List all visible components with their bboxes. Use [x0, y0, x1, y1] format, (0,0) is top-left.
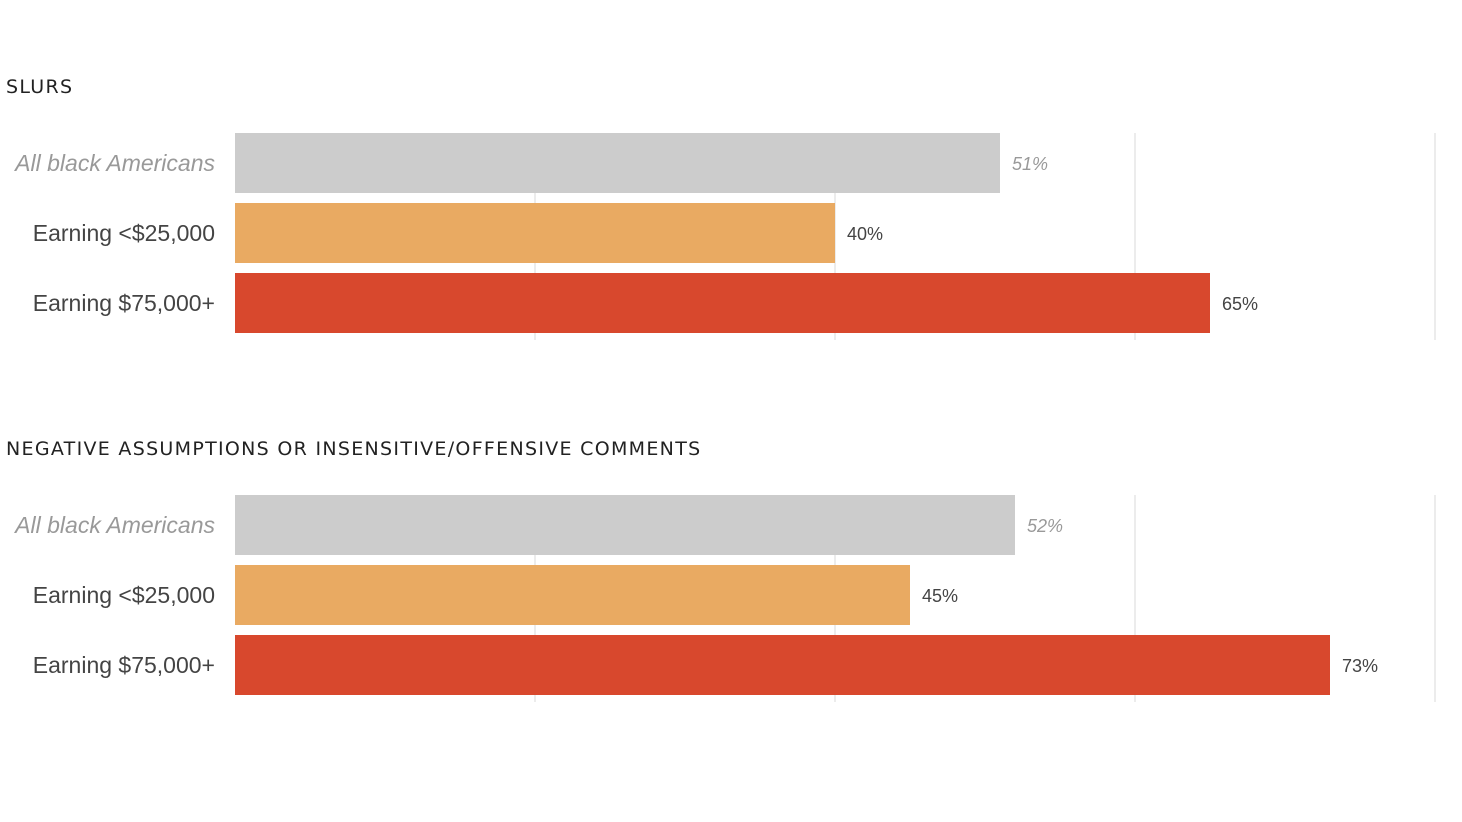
chart-title: NEGATIVE ASSUMPTIONS OR INSENSITIVE/OFFE…	[6, 438, 702, 460]
category-label-earning-under-25000: Earning <$25,000	[33, 220, 215, 246]
bar-all-black-americans	[235, 495, 1015, 555]
chart-panel-negative-assumptions: NEGATIVE ASSUMPTIONS OR INSENSITIVE/OFFE…	[0, 362, 1462, 702]
category-label-earning-under-25000: Earning <$25,000	[33, 582, 215, 608]
category-label-all-black-americans: All black Americans	[13, 512, 215, 538]
bar-all-black-americans	[235, 133, 1000, 193]
value-label-earning-75000-plus: 65%	[1222, 294, 1258, 314]
chart-panel-slurs: SLURS All black Americans 51% Earning <$25…	[0, 0, 1462, 340]
bar-earning-75000-plus	[235, 635, 1330, 695]
value-label-earning-under-25000: 45%	[922, 586, 958, 606]
bar-earning-under-25000	[235, 203, 835, 263]
category-label-all-black-americans: All black Americans	[13, 150, 215, 176]
bar-chart-slurs: All black Americans 51% Earning <$25,000 40…	[13, 133, 1436, 340]
value-label-earning-75000-plus: 73%	[1342, 656, 1378, 676]
bar-earning-under-25000	[235, 565, 910, 625]
bar-chart-negative-assumptions: All black Americans 52% Earning <$25,000 45…	[13, 495, 1436, 702]
value-label-earning-under-25000: 40%	[847, 224, 883, 244]
value-label-all-black-americans: 52%	[1027, 516, 1063, 536]
category-label-earning-75000-plus: Earning $75,000+	[33, 652, 215, 678]
chart-title: SLURS	[6, 76, 74, 98]
value-label-all-black-americans: 51%	[1012, 154, 1048, 174]
category-label-earning-75000-plus: Earning $75,000+	[33, 290, 215, 316]
bar-earning-75000-plus	[235, 273, 1210, 333]
